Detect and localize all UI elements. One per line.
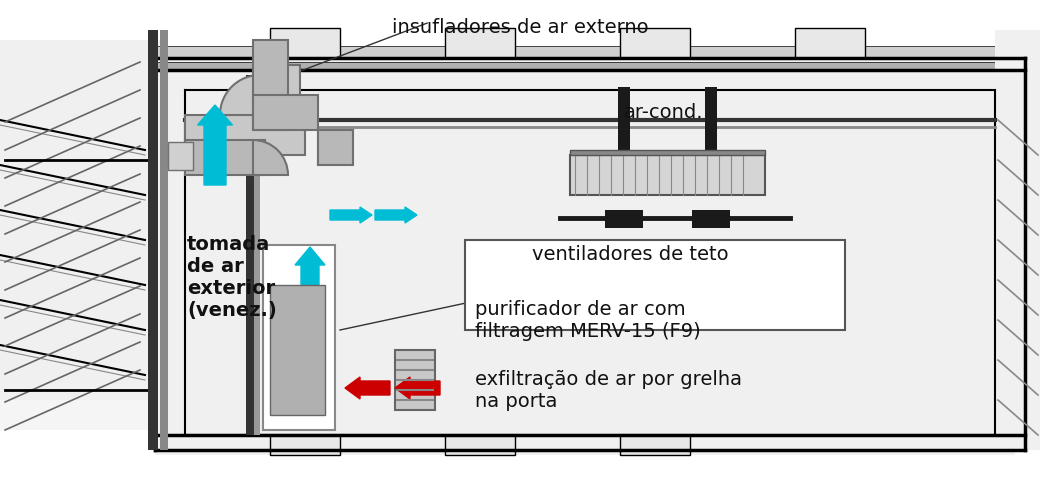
Bar <box>185 140 265 175</box>
FancyArrow shape <box>330 207 372 223</box>
Bar <box>0 40 160 400</box>
Bar <box>445 435 515 455</box>
FancyBboxPatch shape <box>465 240 844 330</box>
Text: exfiltração de ar por grelha
na porta: exfiltração de ar por grelha na porta <box>475 370 742 411</box>
Bar <box>270 28 340 58</box>
Bar <box>570 150 765 155</box>
Wedge shape <box>220 75 260 115</box>
Bar <box>570 155 765 195</box>
Bar <box>270 435 340 455</box>
FancyArrow shape <box>375 207 417 223</box>
Bar <box>318 130 353 165</box>
Bar <box>155 55 1015 455</box>
Bar <box>0 50 155 430</box>
Bar <box>246 75 254 435</box>
Bar <box>445 28 515 58</box>
Bar <box>260 65 300 115</box>
Bar <box>395 350 435 410</box>
Bar <box>605 210 643 228</box>
FancyArrow shape <box>198 105 233 185</box>
FancyArrow shape <box>295 247 324 320</box>
Bar <box>618 87 630 155</box>
Bar <box>155 46 1025 58</box>
Bar <box>148 30 158 450</box>
Bar <box>160 30 168 450</box>
Bar <box>995 30 1040 450</box>
Bar <box>185 115 305 155</box>
Bar <box>168 142 193 170</box>
Bar <box>620 435 690 455</box>
Bar <box>692 210 730 228</box>
Bar <box>263 245 335 430</box>
Bar <box>705 87 717 155</box>
Text: tomada
de ar
exterior
(venez.): tomada de ar exterior (venez.) <box>187 235 277 320</box>
Text: purificador de ar com
filtragem MERV-15 (F9): purificador de ar com filtragem MERV-15 … <box>475 300 701 341</box>
Bar <box>254 75 260 435</box>
Wedge shape <box>253 140 288 175</box>
FancyArrow shape <box>395 377 440 399</box>
Bar <box>795 28 865 58</box>
Bar <box>253 40 288 130</box>
Text: insufladores de ar externo: insufladores de ar externo <box>392 18 648 37</box>
Bar <box>155 62 1025 70</box>
Wedge shape <box>318 130 353 165</box>
Bar <box>620 28 690 58</box>
Text: ar-cond.: ar-cond. <box>624 103 704 122</box>
Bar <box>270 285 324 415</box>
Bar <box>253 95 318 130</box>
FancyArrow shape <box>345 377 390 399</box>
Text: ventiladores de teto: ventiladores de teto <box>531 245 728 264</box>
